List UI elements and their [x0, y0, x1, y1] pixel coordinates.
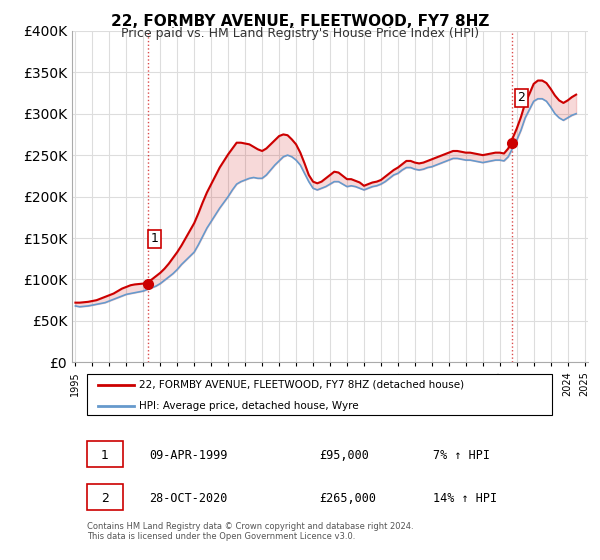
FancyBboxPatch shape — [88, 441, 122, 466]
Text: HPI: Average price, detached house, Wyre: HPI: Average price, detached house, Wyre — [139, 400, 359, 410]
Text: 2: 2 — [101, 492, 109, 505]
Text: £265,000: £265,000 — [320, 492, 377, 505]
Text: 1: 1 — [151, 232, 159, 245]
Text: 22, FORMBY AVENUE, FLEETWOOD, FY7 8HZ (detached house): 22, FORMBY AVENUE, FLEETWOOD, FY7 8HZ (d… — [139, 380, 464, 390]
Text: Price paid vs. HM Land Registry's House Price Index (HPI): Price paid vs. HM Land Registry's House … — [121, 27, 479, 40]
FancyBboxPatch shape — [88, 483, 122, 510]
Text: 7% ↑ HPI: 7% ↑ HPI — [433, 449, 490, 462]
Text: 14% ↑ HPI: 14% ↑ HPI — [433, 492, 497, 505]
Text: 1: 1 — [101, 449, 109, 462]
Text: 2: 2 — [518, 91, 526, 104]
Text: 22, FORMBY AVENUE, FLEETWOOD, FY7 8HZ: 22, FORMBY AVENUE, FLEETWOOD, FY7 8HZ — [111, 14, 489, 29]
FancyBboxPatch shape — [88, 374, 552, 414]
Text: 09-APR-1999: 09-APR-1999 — [149, 449, 228, 462]
Text: Contains HM Land Registry data © Crown copyright and database right 2024.
This d: Contains HM Land Registry data © Crown c… — [88, 522, 414, 542]
Text: 28-OCT-2020: 28-OCT-2020 — [149, 492, 228, 505]
Text: £95,000: £95,000 — [320, 449, 370, 462]
